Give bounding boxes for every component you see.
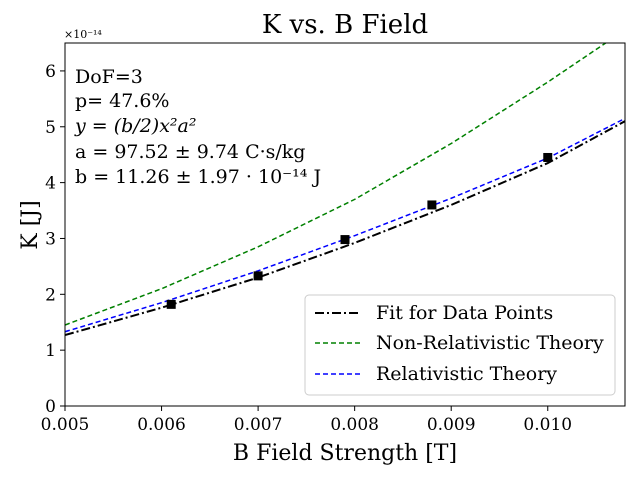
annotation-box: DoF=3 p= 47.6% y = (b/2)x²a² a = 97.52 ±… [74, 66, 321, 188]
x-tick-label: 0.010 [523, 415, 572, 435]
y-tick-label: 0 [45, 397, 56, 417]
data-point [166, 299, 176, 309]
y-axis-title: K [J] [18, 200, 43, 249]
y-tick-label: 2 [45, 285, 56, 305]
x-tick-label: 0.007 [234, 415, 283, 435]
data-point [253, 271, 263, 281]
x-axis-ticks: 0.005 0.006 0.007 0.008 0.009 0.010 [41, 406, 572, 435]
series-line-0 [65, 120, 625, 337]
data-point [340, 235, 350, 245]
legend-label-rel: Relativistic Theory [376, 363, 557, 385]
annotation-p-value: p= 47.6% [75, 90, 169, 112]
plot-lines [65, 43, 625, 337]
y-tick-label: 1 [45, 341, 56, 361]
x-tick-label: 0.006 [137, 415, 186, 435]
y-tick-label: 5 [45, 118, 56, 138]
y-tick-label: 3 [45, 229, 56, 249]
annotation-equation: y = (b/2)x²a² [74, 115, 197, 137]
chart-title: K vs. B Field [262, 10, 428, 40]
x-tick-label: 0.008 [330, 415, 379, 435]
annotation-b-value: b = 11.26 ± 1.97 · 10⁻¹⁴ J [75, 166, 321, 188]
x-axis-title: B Field Strength [T] [233, 441, 457, 466]
legend-label-fit: Fit for Data Points [376, 302, 553, 324]
annotation-dof: DoF=3 [75, 66, 143, 88]
y-tick-label: 6 [45, 62, 56, 82]
y-offset-label: ×10⁻¹⁴ [64, 28, 102, 41]
annotation-a-value: a = 97.52 ± 9.74 C·s/kg [75, 141, 305, 163]
legend-label-nonrel: Non-Relativistic Theory [376, 332, 604, 354]
data-point [543, 152, 553, 162]
x-tick-label: 0.009 [427, 415, 476, 435]
series-line-1 [65, 43, 607, 326]
data-point [427, 200, 437, 210]
data-points [166, 152, 553, 309]
y-axis-ticks: 0 1 2 3 4 5 6 [45, 62, 65, 417]
x-tick-label: 0.005 [41, 415, 90, 435]
y-tick-label: 4 [45, 174, 56, 194]
legend: Fit for Data Points Non-Relativistic The… [304, 294, 616, 396]
plot-frame [64, 42, 626, 407]
legend-box [304, 294, 616, 396]
